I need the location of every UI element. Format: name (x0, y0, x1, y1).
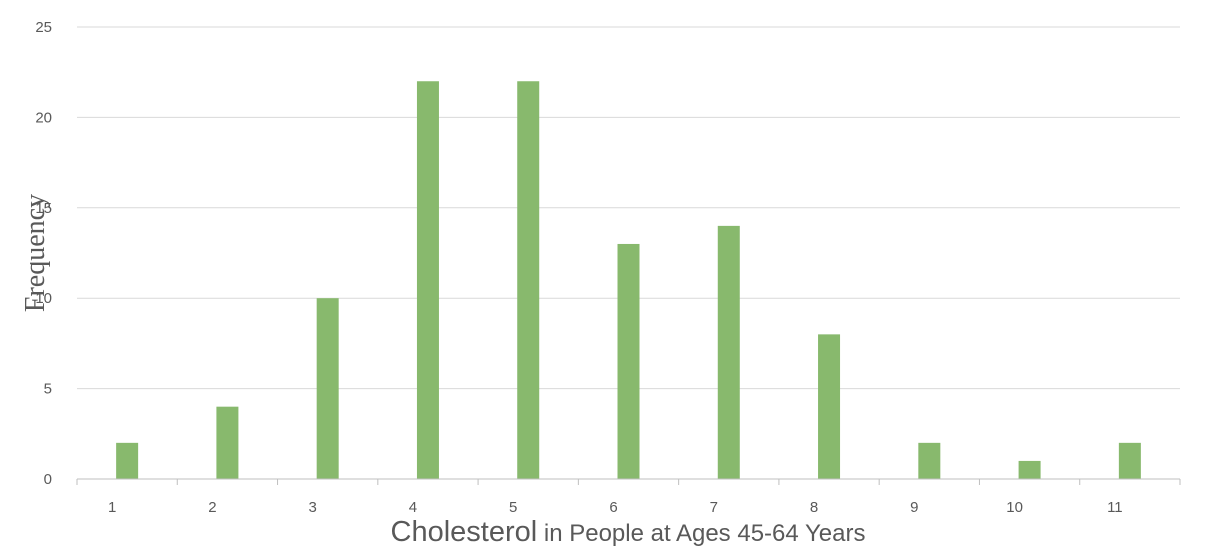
bar (316, 298, 339, 479)
x-axis-ticks: 1 2 3 4 5 6 7 8 9 10 11 (76, 479, 1181, 516)
bar (116, 442, 139, 479)
bar (416, 81, 439, 480)
bar (818, 334, 841, 479)
x-tick-label: 9 (910, 499, 918, 516)
gridlines (77, 26, 1180, 390)
y-axis-label: Frequency (20, 194, 51, 312)
bar (517, 81, 540, 480)
y-tick-label: 5 (44, 381, 52, 398)
x-tick-label: 11 (1107, 499, 1123, 516)
bar (1018, 460, 1041, 479)
x-axis-label-rest: in People at Ages 45-64 Years (537, 520, 865, 547)
bar (216, 406, 239, 479)
y-tick-label: 20 (35, 109, 52, 126)
y-axis-ticks: 0 5 10 15 20 25 (35, 19, 52, 488)
x-tick-label: 8 (810, 499, 818, 516)
x-tick-label: 4 (409, 499, 417, 516)
bar (918, 442, 941, 479)
x-tick-label: 5 (509, 499, 517, 516)
bar (1118, 442, 1141, 479)
x-tick-label: 2 (208, 499, 216, 516)
x-tick-label: 1 (108, 499, 116, 516)
y-tick-label: 15 (35, 200, 52, 217)
y-tick-label: 10 (35, 290, 52, 307)
bar (717, 225, 740, 479)
bars (116, 81, 1141, 480)
x-axis-label: Cholesterol in People at Ages 45-64 Year… (391, 516, 866, 548)
x-tick-label: 6 (609, 499, 617, 516)
bar (617, 243, 640, 479)
x-tick-label: 3 (309, 499, 317, 516)
x-tick-label: 7 (710, 499, 718, 516)
x-axis-label-main: Cholesterol (391, 516, 538, 548)
y-tick-label: 0 (44, 471, 52, 488)
y-tick-label: 25 (35, 19, 52, 36)
x-tick-label: 10 (1006, 499, 1023, 516)
